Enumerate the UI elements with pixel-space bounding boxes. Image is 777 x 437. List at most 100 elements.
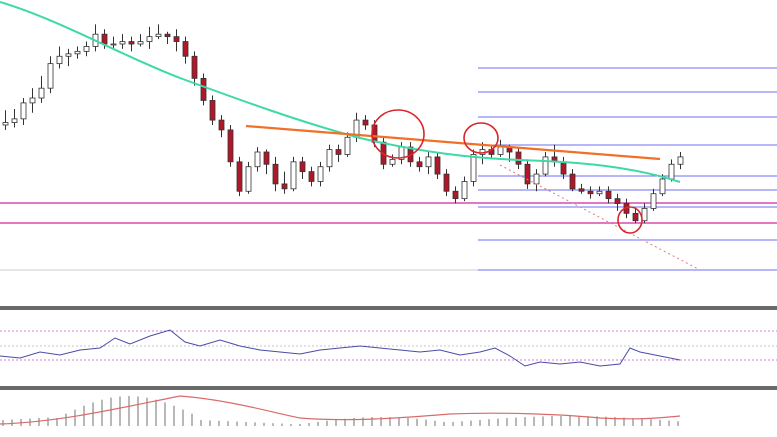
- rsi-line: [0, 329, 681, 367]
- candle: [2, 110, 9, 130]
- candle-body: [200, 77, 207, 101]
- macd-bar: [2, 420, 4, 426]
- macd-bar: [569, 416, 571, 426]
- candle-body: [569, 173, 576, 190]
- macd-bar: [254, 422, 256, 426]
- candle: [416, 156, 423, 172]
- macd-bar: [614, 417, 616, 426]
- candle-body: [497, 146, 504, 155]
- candle-body: [272, 163, 279, 185]
- candle: [74, 46, 81, 59]
- macd-bar: [155, 399, 157, 426]
- macd-bar: [218, 420, 220, 426]
- macd-bar: [110, 397, 112, 426]
- candle: [650, 188, 657, 211]
- candle-body: [2, 122, 9, 126]
- candle-body: [11, 118, 18, 123]
- candle: [587, 186, 594, 199]
- macd-bar: [236, 421, 238, 426]
- candle-body: [677, 156, 684, 165]
- highlight-circle-0: [371, 109, 425, 159]
- candle: [218, 115, 225, 138]
- candle: [677, 152, 684, 170]
- candle: [308, 166, 315, 187]
- candle-body: [362, 119, 369, 126]
- macd-bar: [308, 423, 310, 426]
- candle: [551, 144, 558, 167]
- candle-body: [227, 129, 234, 163]
- macd-bar: [470, 420, 472, 426]
- macd-bar: [461, 421, 463, 426]
- candle: [326, 144, 333, 172]
- candle: [569, 169, 576, 192]
- macd-bar: [650, 419, 652, 426]
- candle: [254, 147, 261, 172]
- macd-bar: [74, 409, 76, 426]
- candle-body: [308, 171, 315, 182]
- macd-bar: [533, 416, 535, 426]
- macd-bar: [407, 418, 409, 426]
- macd-bar: [317, 421, 319, 426]
- macd-bar: [488, 419, 490, 426]
- candle-body: [56, 55, 63, 65]
- candle: [155, 24, 162, 40]
- panel-divider-rsi: [0, 306, 777, 310]
- macd-bar: [434, 420, 436, 426]
- macd-bar: [146, 397, 148, 426]
- macd-panel: [0, 395, 681, 426]
- candle: [110, 36, 117, 49]
- candle-body: [299, 161, 306, 173]
- macd-bar: [281, 423, 283, 426]
- highlight-circles: [371, 109, 643, 234]
- macd-bar: [173, 405, 175, 426]
- macd-bar: [137, 396, 139, 426]
- candle-body: [191, 55, 198, 79]
- candle: [515, 147, 522, 170]
- candle-body: [344, 136, 351, 155]
- macd-bar: [596, 416, 598, 426]
- macd-bar: [659, 419, 661, 426]
- candle-body: [641, 208, 648, 222]
- candle-body: [326, 149, 333, 168]
- macd-bar: [83, 405, 85, 426]
- candle-body: [416, 161, 423, 168]
- candle-body: [254, 151, 261, 168]
- candle-body: [182, 41, 189, 57]
- macd-bar: [335, 419, 337, 426]
- candle-body: [533, 173, 540, 185]
- macd-bar: [38, 418, 40, 426]
- candle: [317, 161, 324, 187]
- macd-bar: [479, 419, 481, 426]
- macd-bar: [371, 417, 373, 426]
- candle-body: [461, 181, 468, 200]
- macd-bar: [326, 420, 328, 426]
- macd-bar: [128, 396, 130, 426]
- candle: [488, 144, 495, 160]
- candle-body: [452, 190, 459, 200]
- candle-body: [209, 100, 216, 121]
- candle-body: [29, 97, 36, 104]
- macd-bar: [668, 420, 670, 426]
- panel-divider-macd: [0, 386, 777, 390]
- candle-body: [605, 190, 612, 200]
- macd-bar: [200, 420, 202, 426]
- macd-bar: [263, 422, 265, 426]
- macd-bar: [65, 413, 67, 426]
- candle-body: [290, 161, 297, 190]
- candle: [11, 109, 18, 128]
- candle: [146, 26, 153, 49]
- panel-separators: [0, 269, 777, 390]
- candle: [38, 75, 45, 103]
- macd-bar: [101, 399, 103, 426]
- macd-bar: [506, 418, 508, 426]
- candle: [263, 149, 270, 175]
- macd-bar: [164, 402, 166, 426]
- moving-average: [0, 1, 681, 183]
- candle-body: [542, 156, 549, 175]
- candle: [245, 161, 252, 194]
- candle: [524, 159, 531, 189]
- candle-body: [281, 183, 288, 190]
- candle: [173, 29, 180, 52]
- candle-body: [65, 53, 72, 57]
